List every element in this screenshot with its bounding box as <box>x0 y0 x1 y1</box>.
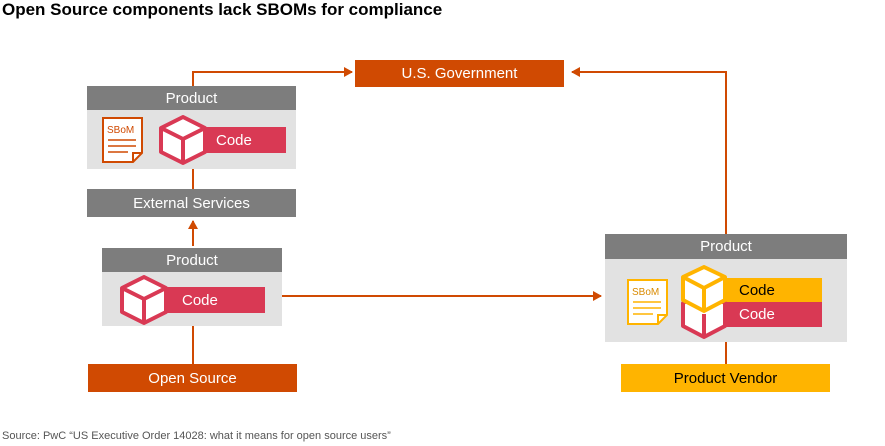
product-header-mid-left: Product <box>102 248 282 272</box>
code-cube-yellow-icon <box>681 265 727 313</box>
external-services-box: External Services <box>87 189 296 217</box>
open-source-box: Open Source <box>88 364 297 392</box>
sbom-label: SBoM <box>107 125 134 136</box>
source-note: Source: PwC “US Executive Order 14028: w… <box>2 430 391 442</box>
sbom-document-icon: SBoM <box>102 117 143 163</box>
product-vendor-box: Product Vendor <box>621 364 830 392</box>
diagram-title: Open Source components lack SBOMs for co… <box>2 0 443 19</box>
arrow-product-to-government-left <box>192 67 353 87</box>
product-header-right: Product <box>605 234 847 259</box>
sbom-document-icon: SBoM <box>627 279 668 325</box>
code-cube-icon <box>159 115 207 165</box>
arrow-product-to-government-right <box>571 67 727 234</box>
code-cube-icon <box>120 275 168 325</box>
product-header-top-left: Product <box>87 86 296 110</box>
sbom-label: SBoM <box>632 287 659 298</box>
us-government-box: U.S. Government <box>355 60 564 87</box>
code-bar-mid-left: Code <box>158 287 265 313</box>
